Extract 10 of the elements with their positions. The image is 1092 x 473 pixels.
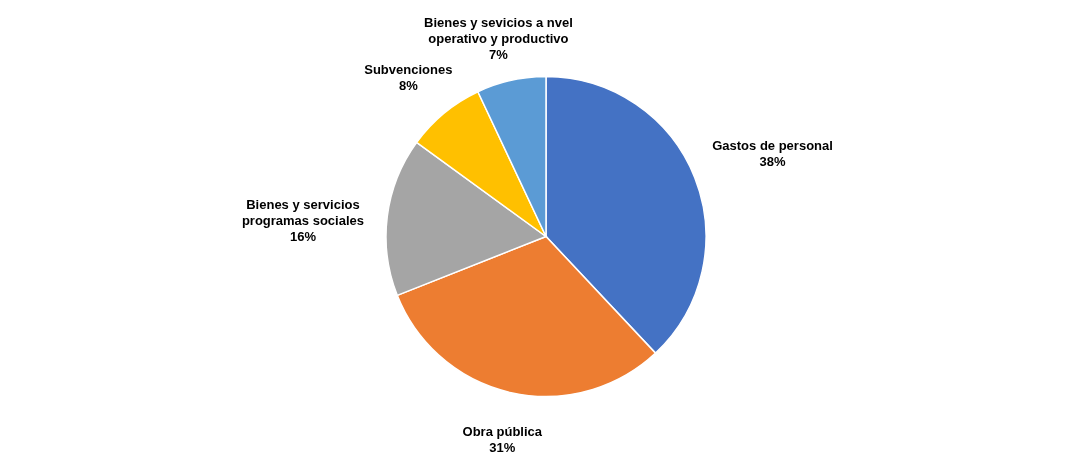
slice-label: Subvenciones <box>364 61 453 77</box>
data-label: 16% <box>289 229 317 245</box>
data-label: 7% <box>489 47 509 63</box>
slice-label: Bienes y servicios programas sociales <box>241 197 365 229</box>
data-label: 31% <box>489 439 516 455</box>
data-label: 38% <box>759 154 786 170</box>
data-label: 8% <box>398 77 419 93</box>
slice-label: Gastos de personal <box>712 138 833 154</box>
slice-label: Bienes y sevicios a nvel operativo y productivo <box>424 15 573 47</box>
slice-label: Obra pública <box>462 423 543 439</box>
